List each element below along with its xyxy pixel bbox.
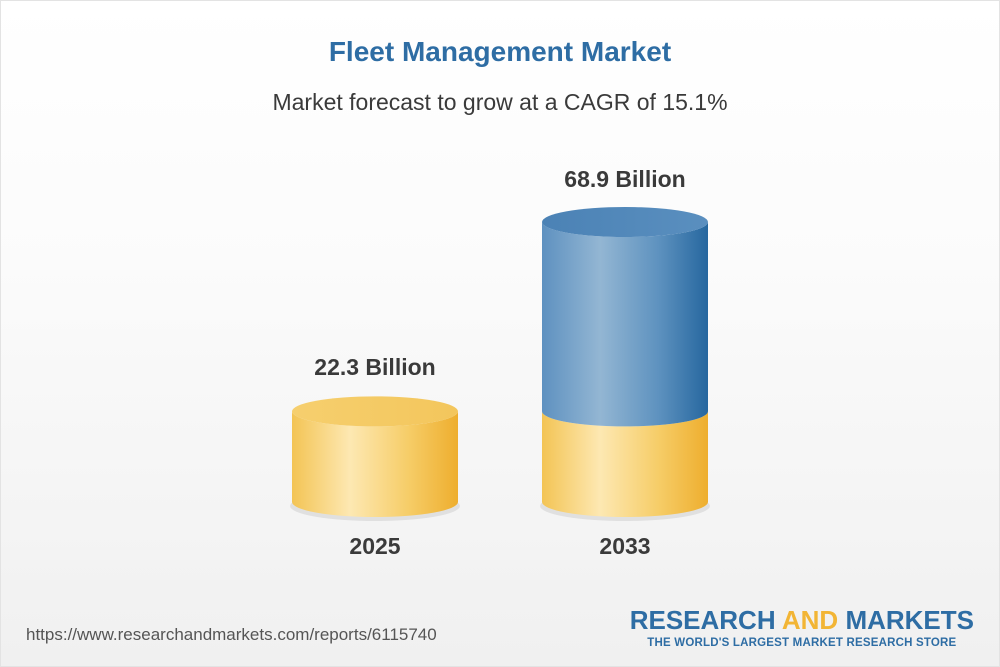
brand-name: RESEARCH AND MARKETS [629,605,974,635]
bar-2033-base [542,411,708,517]
bar-2033-growth [542,222,708,427]
brand-tagline: THE WORLD'S LARGEST MARKET RESEARCH STOR… [647,637,957,649]
cylinder-bar-chart: 22.3 Billion 68.9 Billion 2025 2033 [290,166,710,559]
chart-title: Fleet Management Market [328,36,672,67]
bar-2025 [292,411,458,517]
brand-logo: RESEARCH AND MARKETS THE WORLD'S LARGEST… [630,606,974,649]
category-label-2033: 2033 [599,533,650,559]
value-label-2025: 22.3 Billion [314,354,435,380]
category-label-2025: 2025 [349,533,400,559]
bar-2033-growth-top [542,207,708,237]
value-label-2033: 68.9 Billion [564,166,685,192]
chart-subtitle: Market forecast to grow at a CAGR of 15.… [272,89,728,115]
bar-2025-top [292,396,458,427]
report-url[interactable]: https://www.researchandmarkets.com/repor… [26,625,437,644]
